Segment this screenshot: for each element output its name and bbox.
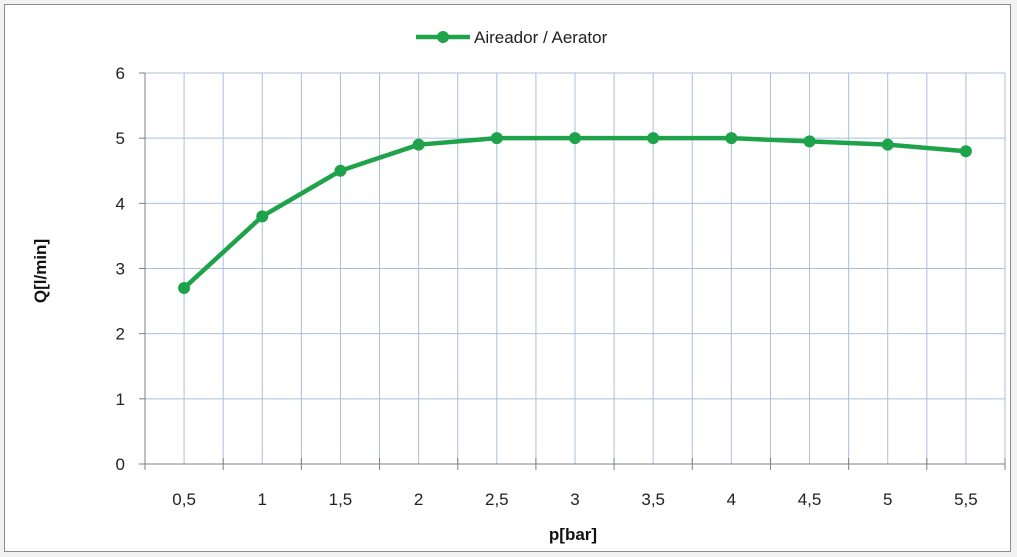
data-point	[490, 132, 503, 145]
legend-label: Aireador / Aerator	[474, 28, 608, 47]
x-axis-title: p[bar]	[549, 525, 597, 544]
y-tick-label: 3	[116, 260, 125, 279]
data-point	[569, 132, 581, 145]
x-tick-label: 3	[570, 490, 579, 509]
data-point	[881, 138, 894, 151]
chart-frame	[4, 4, 1011, 552]
y-tick-label: 4	[116, 194, 125, 213]
data-point	[334, 164, 347, 177]
data-point	[725, 132, 738, 145]
data-point	[256, 210, 269, 223]
x-tick-label: 1,5	[329, 490, 353, 509]
legend-marker	[437, 31, 449, 43]
x-tick-label: 2	[414, 490, 423, 509]
data-point	[178, 282, 191, 295]
data-point	[803, 135, 816, 148]
data-point	[959, 145, 972, 158]
grid-lines	[145, 72, 1006, 464]
x-tick-label: 4	[727, 490, 736, 509]
y-tick-labels: 0 1 2 3 4 5 6	[116, 64, 125, 474]
x-tick-label: 1	[258, 490, 267, 509]
y-tick-label: 5	[116, 129, 125, 148]
legend: Aireador / Aerator	[416, 28, 608, 47]
y-tick-label: 6	[116, 64, 125, 83]
x-tick-label: 4,5	[798, 490, 822, 509]
axes	[139, 72, 1006, 470]
x-tick-labels: 0,5 1 1,5 2 2,5 3 3,5 4 4,5 5 5,5	[172, 490, 977, 509]
x-tick-label: 2,5	[485, 490, 509, 509]
x-tick-label: 5,5	[954, 490, 978, 509]
x-tick-label: 5	[883, 490, 892, 509]
x-tick-label: 0,5	[172, 490, 196, 509]
data-point	[412, 138, 425, 151]
series-layer	[178, 132, 972, 295]
y-tick-label: 2	[116, 325, 125, 344]
x-tick-label: 3,5	[641, 490, 665, 509]
y-tick-label: 1	[116, 390, 125, 409]
data-point	[647, 132, 660, 145]
y-tick-label: 0	[116, 455, 125, 474]
y-axis-title: Q[l/min]	[31, 239, 50, 303]
